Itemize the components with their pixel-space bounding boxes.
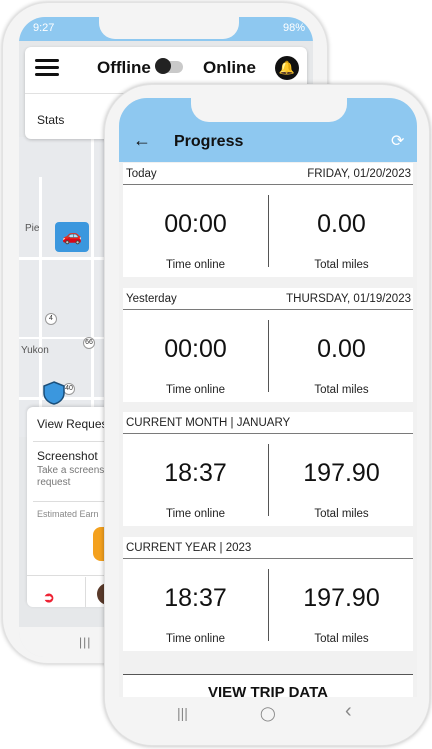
home-button[interactable]: ◯ <box>260 705 276 721</box>
stats-section-today: Today FRIDAY, 01/20/2023 00:00 Time onli… <box>123 163 413 277</box>
stats-section-month: CURRENT MONTH | JANUARY 18:37 Time onlin… <box>123 412 413 526</box>
total-miles-value: 197.90 <box>303 584 380 612</box>
time-online-value: 00:00 <box>164 335 227 363</box>
shield-icon[interactable] <box>43 381 65 405</box>
request-description: Take a screens request <box>37 465 105 488</box>
total-miles-value: 197.90 <box>303 459 380 487</box>
page-title: Progress <box>174 133 244 150</box>
section-label: Today <box>126 168 157 180</box>
divider <box>85 577 86 607</box>
stats-link[interactable]: Stats <box>37 113 65 127</box>
section-header: Today FRIDAY, 01/20/2023 <box>123 163 413 185</box>
offline-label: Offline <box>97 58 151 77</box>
map-road <box>39 177 42 437</box>
menu-icon[interactable] <box>35 59 59 77</box>
time-online-value: 18:37 <box>164 584 227 612</box>
section-header: Yesterday THURSDAY, 01/19/2023 <box>123 288 413 310</box>
back-arrow-icon[interactable]: ← <box>133 130 151 150</box>
front-notch <box>191 98 347 122</box>
time-online-label: Time online <box>165 633 226 645</box>
time-online-label: Time online <box>165 384 226 396</box>
refresh-icon[interactable]: ⟳ <box>391 133 405 150</box>
section-date: THURSDAY, 01/19/2023 <box>286 293 411 305</box>
time-online-value: 18:37 <box>164 459 227 487</box>
total-miles-label: Total miles <box>314 633 369 645</box>
road-number: 66 <box>83 337 95 349</box>
total-miles-value: 0.00 <box>317 335 366 363</box>
map-place-label: Yukon <box>21 345 49 356</box>
status-time: 9:27 <box>33 22 55 34</box>
front-phone: ← Progress ⟳ Today FRIDAY, 01/20/2023 00… <box>104 84 430 746</box>
recents-button[interactable]: ||| <box>79 635 92 649</box>
stats-section-year: CURRENT YEAR | 2023 18:37 Time online 19… <box>123 537 413 651</box>
online-label: Online <box>203 58 256 77</box>
back-notch <box>99 17 239 39</box>
back-status-bar: 9:27 98% <box>19 17 313 41</box>
divider <box>268 569 269 641</box>
section-label: CURRENT YEAR | 2023 <box>126 542 252 554</box>
total-miles-label: Total miles <box>314 259 369 271</box>
total-miles-label: Total miles <box>314 508 369 520</box>
earnings-label: Estimated Earn <box>37 509 99 519</box>
request-title[interactable]: View Reques <box>37 417 108 431</box>
divider <box>268 320 269 392</box>
section-date: FRIDAY, 01/20/2023 <box>307 168 411 180</box>
section-label: Yesterday <box>126 293 177 305</box>
request-subtitle: Screenshot <box>37 449 98 463</box>
car-pin-icon[interactable]: 🚗 <box>55 222 89 252</box>
time-online-label: Time online <box>165 508 226 520</box>
divider <box>268 444 269 516</box>
time-online-label: Time online <box>165 259 226 271</box>
view-trip-data-button[interactable]: VIEW TRIP DATA <box>123 674 413 698</box>
section-header: CURRENT YEAR | 2023 <box>123 537 413 559</box>
section-label: CURRENT MONTH | JANUARY <box>126 417 291 429</box>
total-miles-value: 0.00 <box>317 210 366 238</box>
front-phone-screen: ← Progress ⟳ Today FRIDAY, 01/20/2023 00… <box>119 98 417 698</box>
time-online-value: 00:00 <box>164 210 227 238</box>
recents-button[interactable]: ||| <box>177 705 188 721</box>
map-place-label: Pie <box>25 223 40 234</box>
stats-section-yesterday: Yesterday THURSDAY, 01/19/2023 00:00 Tim… <box>123 288 413 402</box>
doordash-icon[interactable]: ➲ <box>43 589 55 605</box>
bell-icon[interactable]: 🔔 <box>275 56 299 80</box>
road-number: 4 <box>45 313 57 325</box>
front-nav-bar: ||| ◯ ‹ <box>105 697 429 735</box>
status-battery: 98% <box>282 22 305 34</box>
section-header: CURRENT MONTH | JANUARY <box>123 412 413 434</box>
online-toggle[interactable] <box>155 58 183 74</box>
back-button[interactable]: ‹ <box>345 700 352 722</box>
divider <box>268 195 269 267</box>
total-miles-label: Total miles <box>314 384 369 396</box>
app-bar: ← Progress ⟳ <box>119 98 417 162</box>
map-road <box>91 137 94 437</box>
